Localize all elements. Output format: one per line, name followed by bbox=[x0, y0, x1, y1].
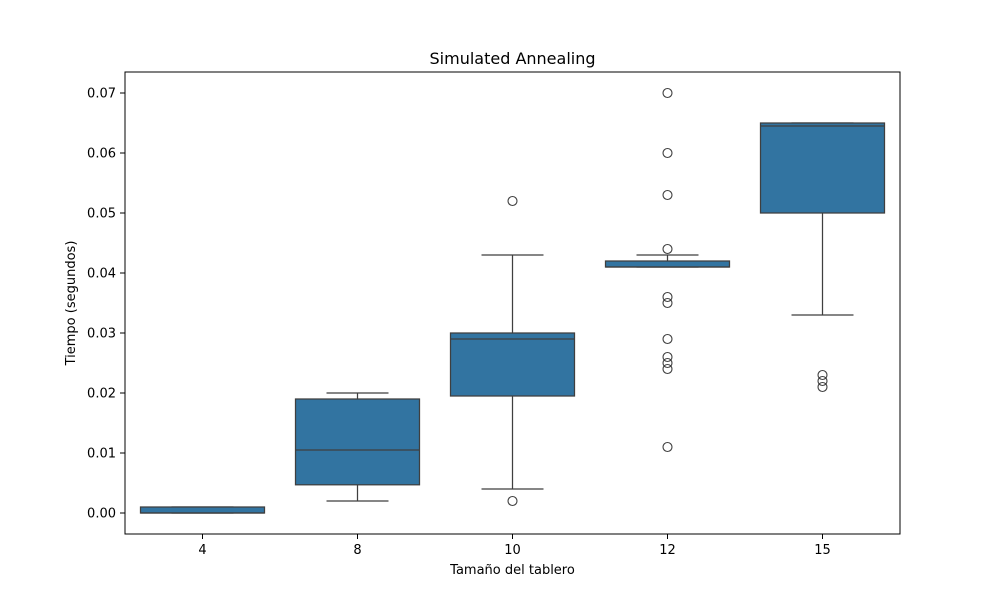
y-tick-label: 0.01 bbox=[87, 447, 116, 462]
outlier-point bbox=[817, 375, 828, 387]
box-group-10 bbox=[449, 195, 576, 507]
x-tick-label: 4 bbox=[198, 543, 206, 558]
iqr-box bbox=[294, 398, 421, 486]
outlier-point bbox=[662, 87, 673, 99]
outlier-point bbox=[662, 441, 673, 453]
iqr-box bbox=[449, 332, 576, 397]
y-tick-label: 0.02 bbox=[87, 387, 116, 402]
outlier-point bbox=[662, 189, 673, 201]
x-axis: 4 8 10 12 15 bbox=[198, 534, 831, 558]
y-tick-label: 0.03 bbox=[87, 327, 116, 342]
y-axis: 0.00 0.01 0.02 0.03 0.04 0.05 0.06 0.07 bbox=[87, 87, 125, 522]
x-tick-label: 10 bbox=[504, 543, 521, 558]
iqr-box bbox=[759, 122, 886, 214]
outlier-point bbox=[507, 195, 518, 207]
outlier-point bbox=[507, 495, 518, 507]
y-tick-label: 0.06 bbox=[87, 147, 116, 162]
chart-title: Simulated Annealing bbox=[430, 49, 596, 68]
outlier-point bbox=[662, 351, 673, 363]
outlier-point bbox=[817, 369, 828, 381]
x-tick-label: 12 bbox=[659, 543, 676, 558]
outlier-point bbox=[662, 147, 673, 159]
outlier-point bbox=[817, 381, 828, 393]
y-tick-label: 0.07 bbox=[87, 87, 116, 102]
outlier-point bbox=[662, 291, 673, 303]
box-group-12 bbox=[604, 87, 731, 453]
outlier-point bbox=[662, 357, 673, 369]
y-tick-label: 0.00 bbox=[87, 507, 116, 522]
y-tick-label: 0.04 bbox=[87, 267, 116, 282]
outlier-point bbox=[662, 297, 673, 309]
x-axis-label: Tamaño del tablero bbox=[449, 563, 575, 578]
box-group-8 bbox=[294, 392, 421, 502]
iqr-box bbox=[604, 260, 731, 268]
x-tick-label: 8 bbox=[353, 543, 361, 558]
x-tick-label: 15 bbox=[814, 543, 831, 558]
y-tick-label: 0.05 bbox=[87, 207, 116, 222]
plot-area bbox=[139, 87, 886, 514]
box-group-4 bbox=[139, 506, 266, 514]
iqr-box bbox=[139, 506, 266, 514]
outlier-point bbox=[662, 363, 673, 375]
box-group-15 bbox=[759, 122, 886, 393]
outlier-point bbox=[662, 243, 673, 255]
y-axis-label: Tiempo (segundos) bbox=[64, 241, 79, 367]
outlier-point bbox=[662, 333, 673, 345]
plot-frame bbox=[124, 71, 901, 535]
